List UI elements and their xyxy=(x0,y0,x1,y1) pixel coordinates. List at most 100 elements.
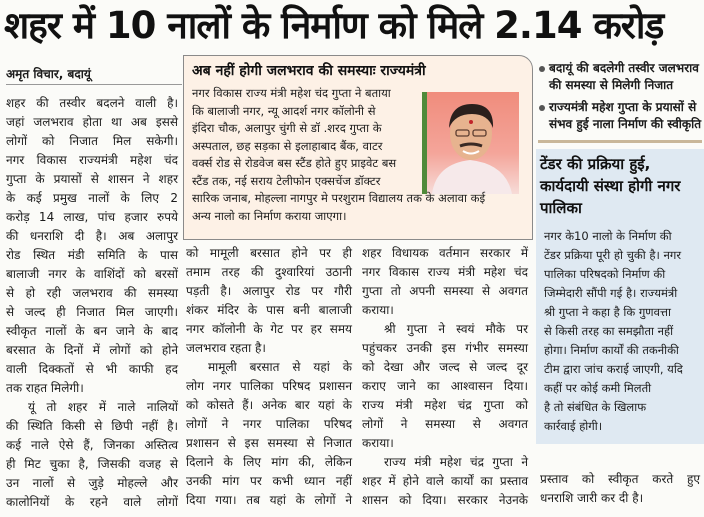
article-line: शहर में होने वाले कार्यों का प्रस्ताव xyxy=(362,472,528,491)
article-line: करोड़ 14 लाख, पांच हजार रुपये xyxy=(6,208,178,227)
article-line-text: से हो रही जलभराव की समस्या xyxy=(6,286,178,300)
article-line-text: शहर की तस्वीर बदलने वाली है। xyxy=(6,96,178,110)
article-line-text: कराए जाने का आश्वासन दिया। xyxy=(362,379,528,393)
article-line-text: को मामूली बरसात होने पर ही xyxy=(186,246,352,260)
article-line-text: कालोनियों के रहने वाले लोगों xyxy=(6,495,178,509)
box-line: पालिका परिषदको निर्माण की xyxy=(544,265,702,284)
article-line: कराया। xyxy=(362,301,528,320)
sidebox-title: अब नहीं होगी जलभराव की समस्याः राज्यमंत्… xyxy=(192,63,426,79)
box-line: कि बालाजी नगर, न्यू आदर्श नगर कॉलोनी से xyxy=(192,103,418,121)
box-line-text: टीम द्वारा जांच कराई जाएगी, यदि xyxy=(544,362,683,376)
highlight-text: बदायूं की बदलेगी तस्वीर जलभराव की समस्या… xyxy=(549,61,699,92)
article-line: से हो रही जलभराव की समस्या xyxy=(6,284,178,303)
right-column: बदायूं की बदलेगी तस्वीर जलभराव की समस्या… xyxy=(536,60,704,444)
box-line-text: इंदिरा चौक, अलापुर चुंगी से डॉ .शरद गुप्… xyxy=(192,121,382,135)
article-line: लोगों ने समस्या से अवगत xyxy=(362,415,528,434)
article-line: पड़ती है। अलापुर रोड पर गौरी xyxy=(186,282,352,301)
box-line: कहीं पर कोई कमी मिलती xyxy=(544,379,702,398)
sidebox-body: नगर विकास राज्य मंत्री महेश चंद गुप्ता न… xyxy=(192,85,526,225)
box-line-text: से किसी तरह का समझौता नहीं xyxy=(544,324,674,338)
article-line-text: स्वीकृत नालों के बन जाने के बाद xyxy=(6,324,178,338)
article-line: गुप्ता तो अपनी समस्या से अवगत xyxy=(362,282,528,301)
article-line: उन नालों से जुड़े मोहल्ले और xyxy=(6,474,178,493)
box-line-text: स्टैंड तक, नई सराय टेलीफोन एक्सचेंज डॉक्… xyxy=(192,173,381,188)
article-line-text: के कई प्रमुख नालों के लिए 2 xyxy=(6,191,178,205)
box-line-text: सारिक जनाब, मोहल्ला नागपुर मे परशुराम वि… xyxy=(192,191,486,205)
article-line-text: पड़ती है। अलापुर रोड पर गौरी xyxy=(186,284,352,298)
article-line: से जल्द ही निजात मिल जाएगी। xyxy=(6,303,178,322)
box-line-text: अस्पताल, छह सड़का से इलाहाबाद बैंक, वाटर xyxy=(192,138,383,153)
article-line-text: राज्य मंत्री महेश चंद्र गुप्ता ने xyxy=(384,455,528,469)
article-line: तमाम तरह की दुश्वारियां उठानी xyxy=(186,263,352,282)
highlights: बदायूं की बदलेगी तस्वीर जलभराव की समस्या… xyxy=(536,60,702,138)
article-line-text: कई नाले ऐसे हैं, जिनका अस्तित्व xyxy=(6,438,178,452)
box-line-text: नगर के10 नालो के निर्माण की xyxy=(544,229,672,243)
article-line: नगर विकास राज्यमंत्री महेश चंद xyxy=(6,151,178,170)
minister-portrait-icon xyxy=(422,92,519,194)
box-line-text: टेंडर प्रक्रिया पूरी हो चुकी है। नगर xyxy=(544,248,682,262)
box-line: स्टैंड तक, नई सराय टेलीफोन एक्सचेंज डॉक्… xyxy=(192,173,418,191)
box-line-text: पालिका परिषदको निर्माण की xyxy=(544,267,666,281)
article-line: बरसात के दिनों में लोगों को होने xyxy=(6,341,178,360)
article-line: दिलाने के लिए मांग की, लेकिन xyxy=(186,453,352,472)
article-line: की स्थिति किसी से छिपी नहीं है। xyxy=(6,417,178,436)
article-line-text: शहर विधायक वर्तमान सरकार में xyxy=(362,246,528,260)
article-line: धनराशि जारी कर दी है। xyxy=(540,489,700,508)
tender-box: टेंडर की प्रक्रिया हुई, कार्यदायी संस्था… xyxy=(536,149,704,444)
article-line-text: दिलाने के लिए मांग की, लेकिन xyxy=(186,455,352,469)
article-line-text: से जल्द ही निजात मिल जाएगी। xyxy=(6,305,178,319)
box-line: से किसी तरह का समझौता नहीं xyxy=(544,322,702,341)
box-line-text: होगा। निर्माण कार्यों की तकनीकी xyxy=(544,343,679,357)
article-line: की धनराशि दी है। अब अलापुर xyxy=(6,227,178,246)
article-line: को कोसते हैं। अनेक बार यहां के xyxy=(186,396,352,415)
article-line: के कई प्रमुख नालों के लिए 2 xyxy=(6,189,178,208)
article-line-text: मामूली बरसात से यहां के xyxy=(208,360,352,374)
box-line: अन्य नालो का निर्माण कराया जाएगा। xyxy=(192,208,526,226)
article-line-text: को देखा और जल्द से जल्द दूर xyxy=(362,360,528,374)
article-line-text: कराया। xyxy=(362,436,394,450)
box-line-text: है तो संबंधित के खिलाफ xyxy=(544,400,647,414)
byline-container: अमृत विचार, बदायूं xyxy=(6,64,182,85)
article-line: शासन को दिया। सरकार नेउनके xyxy=(362,491,528,510)
article-line: उनकी मांग पर कभी ध्यान नहीं xyxy=(186,472,352,491)
article-line: शहर की तस्वीर बदलने वाली है। xyxy=(6,94,178,113)
highlight-item: बदायूं की बदलेगी तस्वीर जलभराव की समस्या… xyxy=(538,60,702,93)
article-line: पहुंचकर उनकी इस गंभीर समस्या xyxy=(362,339,528,358)
tender-box-body: नगर के10 नालो के निर्माण की टेंडर प्रक्रि… xyxy=(536,227,702,436)
article-line-text: लोग नगर पालिका परिषद प्रशासन xyxy=(186,379,352,393)
box-line: कार्रवाई होगी। xyxy=(544,417,702,436)
divider xyxy=(538,140,702,143)
article-line: जलभराव रहता है। xyxy=(186,339,352,358)
article-line: स्वीकृत नालों के बन जाने के बाद xyxy=(6,322,178,341)
bullet-icon xyxy=(539,66,545,72)
article-line: प्रस्ताव को स्वीकृत करते हुए xyxy=(540,470,700,489)
article-line: गुप्ता के प्रयासों से शासन ने शहर xyxy=(6,170,178,189)
article-column-2: को मामूली बरसात होने पर ही तमाम तरह की दु… xyxy=(186,244,352,510)
box-line: इंदिरा चौक, अलापुर चुंगी से डॉ .शरद गुप्… xyxy=(192,120,418,138)
box-line: नगर के10 नालो के निर्माण की xyxy=(544,227,702,246)
article-line-text: लोगों ने नगर पालिका परिषद xyxy=(186,417,352,431)
box-line: अस्पताल, छह सड़का से इलाहाबाद बैंक, वाटर xyxy=(192,138,418,156)
article-line-text: यूं तो शहर में नाले नालियों xyxy=(28,400,178,414)
article-line: दिया गया। तब यहां के लोगों ने xyxy=(186,491,352,510)
bullet-icon xyxy=(539,105,545,111)
article-line: प्रशासन से इस समस्या से निजात xyxy=(186,434,352,453)
article-line: को मामूली बरसात होने पर ही xyxy=(186,244,352,263)
article-line-text: लोगों ने समस्या से अवगत xyxy=(362,417,528,431)
box-line: टेंडर प्रक्रिया पूरी हो चुकी है। नगर xyxy=(544,246,702,265)
article-line-text: धनराशि जारी कर दी है। xyxy=(540,491,644,505)
article-column-4: प्रस्ताव को स्वीकृत करते हुए धनराशि जारी … xyxy=(540,470,700,508)
headline: शहर में 10 नालों के निर्माण को मिले 2.14… xyxy=(4,4,664,47)
highlight-text: राज्यमंत्री महेश गुप्ता के प्रयासों से स… xyxy=(549,100,702,131)
article-line: ही मिट चुका है, जिसकी वजह से xyxy=(6,455,178,474)
article-line: राज्य मंत्री महेश चंद्र गुप्ता ने xyxy=(362,453,528,472)
article-line-text: नगर विकास राज्यमंत्री महेश चंद xyxy=(6,153,178,167)
article-line-text: नगर विकास राज्य मंत्री महेश चंद xyxy=(362,265,528,279)
article-line: जहां जलभराव होता था अब इससे xyxy=(6,113,178,132)
box-line: होगा। निर्माण कार्यों की तकनीकी xyxy=(544,341,702,360)
article-line: कराया। xyxy=(362,434,528,453)
box-line-text: नगर विकास राज्य मंत्री महेश चंद गुप्ता न… xyxy=(192,86,391,100)
article-line-text: लोगों को निजात मिल सकेगी। xyxy=(6,134,178,148)
article-line-text: शहर में होने वाले कार्यों का प्रस्ताव xyxy=(362,474,528,488)
article-line-text: उनकी मांग पर कभी ध्यान नहीं xyxy=(186,474,352,488)
